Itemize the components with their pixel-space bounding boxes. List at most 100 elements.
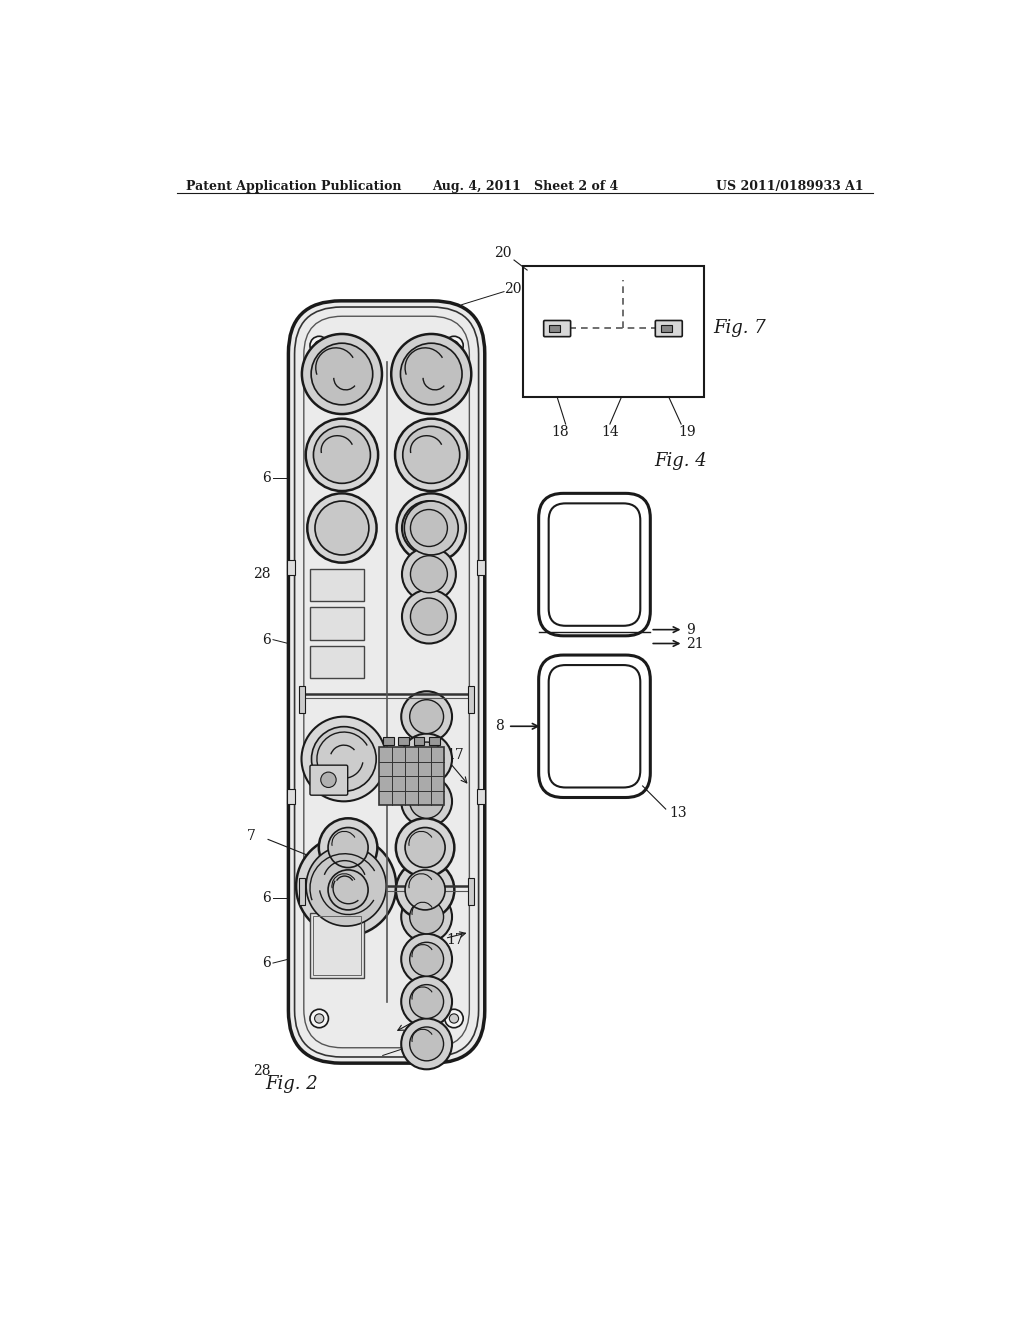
Bar bbox=[313, 916, 360, 975]
Bar bbox=[310, 569, 364, 601]
Circle shape bbox=[318, 861, 378, 919]
Circle shape bbox=[301, 717, 386, 801]
Text: 19: 19 bbox=[679, 425, 696, 438]
Text: 6: 6 bbox=[262, 471, 270, 484]
Circle shape bbox=[314, 341, 324, 350]
Circle shape bbox=[307, 494, 377, 562]
Bar bbox=[383, 738, 393, 744]
Text: 8: 8 bbox=[496, 719, 504, 734]
Text: 14: 14 bbox=[435, 1002, 453, 1016]
Circle shape bbox=[311, 726, 376, 792]
Circle shape bbox=[311, 343, 373, 405]
FancyBboxPatch shape bbox=[655, 321, 682, 337]
Bar bbox=[468, 686, 474, 713]
Text: Aug. 4, 2011   Sheet 2 of 4: Aug. 4, 2011 Sheet 2 of 4 bbox=[432, 180, 617, 193]
Circle shape bbox=[328, 870, 368, 909]
Bar bbox=[299, 686, 305, 713]
Bar bbox=[398, 738, 409, 744]
Circle shape bbox=[395, 418, 467, 491]
Circle shape bbox=[410, 900, 443, 933]
Text: 18: 18 bbox=[551, 425, 569, 438]
Text: 17: 17 bbox=[446, 748, 464, 762]
Circle shape bbox=[402, 426, 460, 483]
Text: 13: 13 bbox=[670, 807, 687, 820]
Bar bbox=[310, 607, 364, 640]
Circle shape bbox=[321, 772, 336, 788]
Bar bbox=[550, 325, 560, 333]
Text: 9: 9 bbox=[686, 623, 695, 636]
Circle shape bbox=[306, 846, 386, 927]
Circle shape bbox=[401, 891, 452, 942]
Circle shape bbox=[400, 343, 462, 405]
Bar bbox=[468, 878, 474, 906]
Circle shape bbox=[328, 828, 368, 867]
Bar bbox=[662, 325, 672, 333]
Circle shape bbox=[401, 933, 452, 985]
Circle shape bbox=[410, 700, 443, 734]
Circle shape bbox=[401, 1019, 452, 1069]
Text: 28: 28 bbox=[253, 1064, 270, 1078]
Bar bbox=[299, 878, 305, 906]
FancyBboxPatch shape bbox=[289, 301, 484, 1063]
Circle shape bbox=[401, 692, 452, 742]
Bar bbox=[414, 738, 424, 744]
Text: 6: 6 bbox=[262, 891, 270, 904]
Circle shape bbox=[402, 502, 456, 554]
Circle shape bbox=[402, 548, 456, 601]
Circle shape bbox=[401, 776, 452, 826]
Circle shape bbox=[444, 337, 463, 355]
Text: 17: 17 bbox=[446, 933, 464, 946]
Bar bbox=[379, 747, 444, 805]
Bar bbox=[310, 913, 364, 978]
Circle shape bbox=[401, 977, 452, 1027]
Bar bbox=[287, 788, 295, 804]
Bar bbox=[523, 267, 705, 397]
Text: US 2011/0189933 A1: US 2011/0189933 A1 bbox=[716, 180, 863, 193]
Circle shape bbox=[396, 861, 455, 919]
Bar bbox=[287, 560, 295, 576]
Circle shape bbox=[411, 598, 447, 635]
Circle shape bbox=[315, 502, 369, 554]
Text: 21: 21 bbox=[686, 636, 705, 651]
Circle shape bbox=[314, 1014, 324, 1023]
Circle shape bbox=[410, 985, 443, 1019]
Bar bbox=[429, 738, 439, 744]
Circle shape bbox=[406, 828, 445, 867]
Circle shape bbox=[411, 556, 447, 593]
Circle shape bbox=[396, 818, 455, 876]
Bar bbox=[477, 788, 484, 804]
Text: 14: 14 bbox=[601, 425, 618, 438]
Circle shape bbox=[302, 334, 382, 414]
Text: 6: 6 bbox=[262, 956, 270, 970]
Circle shape bbox=[410, 784, 443, 818]
Circle shape bbox=[410, 942, 443, 977]
Circle shape bbox=[401, 734, 452, 784]
Text: 20: 20 bbox=[504, 282, 521, 296]
Text: Fig. 4: Fig. 4 bbox=[654, 453, 708, 470]
Circle shape bbox=[310, 337, 329, 355]
Text: 28: 28 bbox=[253, 568, 270, 581]
Circle shape bbox=[406, 870, 445, 909]
Circle shape bbox=[391, 334, 471, 414]
Text: Fig. 7: Fig. 7 bbox=[714, 319, 766, 337]
Circle shape bbox=[411, 510, 447, 546]
Circle shape bbox=[296, 836, 396, 936]
Circle shape bbox=[318, 818, 378, 876]
Circle shape bbox=[402, 590, 456, 644]
Circle shape bbox=[450, 341, 459, 350]
Text: Fig. 2: Fig. 2 bbox=[265, 1074, 318, 1093]
Text: 20: 20 bbox=[495, 246, 512, 260]
FancyBboxPatch shape bbox=[544, 321, 570, 337]
Bar bbox=[310, 645, 364, 678]
Circle shape bbox=[444, 1010, 463, 1028]
Circle shape bbox=[306, 418, 378, 491]
Text: 15: 15 bbox=[431, 1034, 449, 1047]
Text: 6: 6 bbox=[262, 632, 270, 647]
Circle shape bbox=[313, 426, 371, 483]
Circle shape bbox=[310, 1010, 329, 1028]
Circle shape bbox=[450, 1014, 459, 1023]
Circle shape bbox=[404, 502, 458, 554]
Circle shape bbox=[396, 494, 466, 562]
Text: Patent Application Publication: Patent Application Publication bbox=[186, 180, 401, 193]
Text: 7: 7 bbox=[247, 829, 255, 843]
